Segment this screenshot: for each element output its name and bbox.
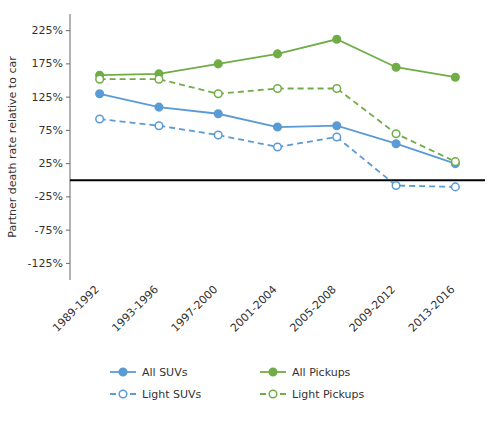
point <box>392 63 400 71</box>
plot-area <box>70 35 485 190</box>
series-line <box>100 94 456 164</box>
chart: -125% -75% -25% 25% 75% 125% 175% 225% Partner d… <box>0 0 500 434</box>
point <box>452 73 460 81</box>
y-tick <box>66 130 70 131</box>
y-tick <box>66 97 70 98</box>
series <box>96 90 459 167</box>
point <box>333 122 341 130</box>
point <box>452 183 460 191</box>
point <box>274 50 282 58</box>
series-line <box>100 79 456 161</box>
legend-marker <box>119 368 127 376</box>
x-tick-label: 1993-1996 <box>109 283 161 335</box>
x-tick-label: 2013-2016 <box>406 283 458 335</box>
legend-label: All Pickups <box>292 366 351 379</box>
point <box>452 158 460 166</box>
zero-line <box>70 179 485 181</box>
point <box>214 131 222 139</box>
legend-label: All SUVs <box>142 366 188 379</box>
series-line <box>100 119 456 187</box>
legend-label: Light SUVs <box>142 388 202 401</box>
legend-marker <box>269 390 277 398</box>
x-tick-label: 2001-2004 <box>228 283 280 335</box>
y-tick <box>66 263 70 264</box>
y-tick-label: 225% <box>32 24 63 37</box>
legend: All SUVs All Pickups Light SUVs Light Picku… <box>110 366 364 401</box>
y-tick <box>66 30 70 31</box>
x-tick-label: 2009-2012 <box>347 283 399 335</box>
point <box>274 143 282 151</box>
x-tick-label: 1997-2000 <box>169 283 221 335</box>
y-tick <box>66 196 70 197</box>
y-tick-label: 125% <box>32 91 63 104</box>
y-tick-label: -75% <box>35 224 63 237</box>
series <box>96 115 459 190</box>
point <box>392 130 400 138</box>
x-tick-label: 1989-1992 <box>50 283 102 335</box>
point <box>333 35 341 43</box>
point <box>96 90 104 98</box>
y-tick <box>66 230 70 231</box>
point <box>155 75 163 83</box>
point <box>333 133 341 141</box>
point <box>392 182 400 190</box>
y-tick-label: -25% <box>35 190 63 203</box>
point <box>96 115 104 123</box>
point <box>214 90 222 98</box>
y-tick-label: 75% <box>39 124 63 137</box>
series <box>96 75 459 165</box>
point <box>274 123 282 131</box>
point <box>155 103 163 111</box>
y-axis-label: Partner death rate relative to car <box>6 56 19 238</box>
y-tick <box>66 63 70 64</box>
legend-marker <box>119 390 127 398</box>
series-line <box>100 39 456 77</box>
point <box>333 85 341 93</box>
y-tick-label: 175% <box>32 57 63 70</box>
legend-marker <box>269 368 277 376</box>
series <box>96 35 459 81</box>
point <box>155 122 163 130</box>
legend-label: Light Pickups <box>292 388 364 401</box>
x-tick-label: 2005-2008 <box>287 283 339 335</box>
point <box>214 110 222 118</box>
point <box>274 85 282 93</box>
point <box>392 140 400 148</box>
y-tick-label: -125% <box>28 257 63 270</box>
y-tick-label: 25% <box>39 157 63 170</box>
y-axis <box>70 14 71 280</box>
y-tick <box>66 163 70 164</box>
point <box>96 75 104 83</box>
point <box>214 60 222 68</box>
